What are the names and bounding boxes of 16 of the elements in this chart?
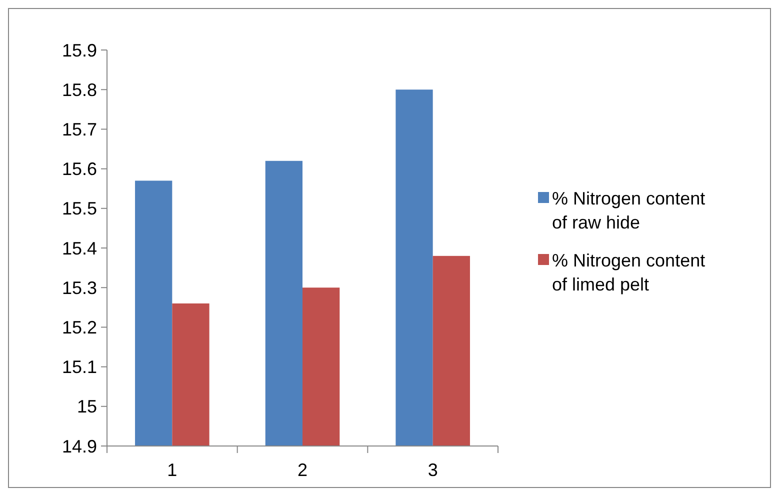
x-tick-label: 1: [167, 460, 178, 480]
legend-label: % Nitrogen content of limed pelt: [552, 250, 706, 294]
x-tick-label: 3: [428, 460, 438, 480]
y-tick-label: 15.3: [62, 278, 97, 298]
y-tick-label: 15.6: [62, 159, 97, 180]
legend-label: % Nitrogen content of raw hide: [552, 188, 706, 232]
y-tick-label: 15.2: [62, 318, 97, 338]
y-tick-label: 14.9: [62, 436, 97, 456]
y-tick-label: 15.9: [62, 40, 97, 60]
y-tick-label: 15.4: [62, 238, 97, 258]
y-tick-label: 15.5: [62, 198, 97, 219]
y-tick-label: 15.7: [62, 120, 97, 140]
x-tick-label: 2: [297, 460, 308, 480]
y-tick-label: 15.8: [62, 80, 97, 100]
y-tick-label: 15.1: [62, 357, 97, 378]
y-tick-label: 15: [76, 396, 97, 417]
